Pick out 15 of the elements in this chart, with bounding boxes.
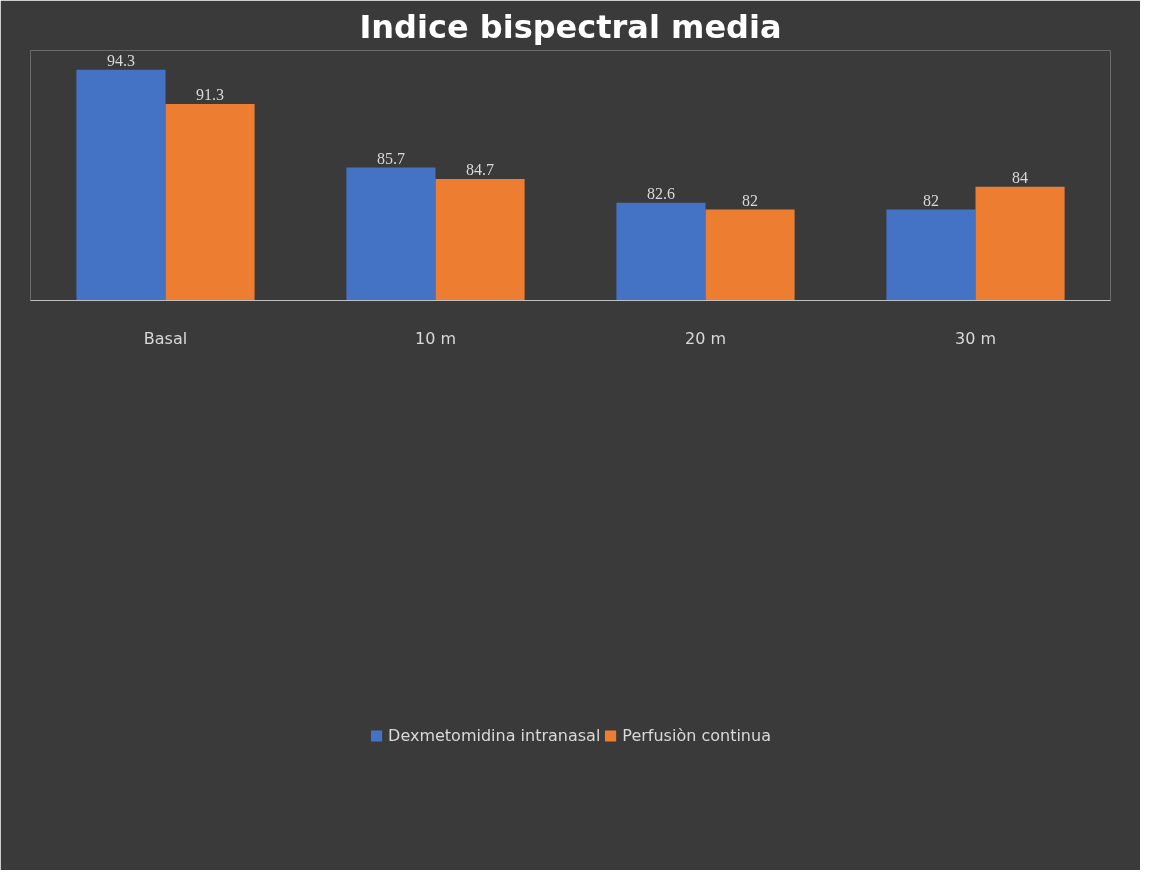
x-tick-label: 10 m (414, 328, 457, 348)
chart-title: Indice bispectral media (359, 7, 782, 46)
data-label: 85.7 (376, 149, 405, 167)
data-label: 84.7 (466, 160, 495, 178)
data-label: 84 (1012, 168, 1029, 186)
legend-label: Dexmetomidina intranasal (388, 725, 601, 745)
x-tick-label: 30 m (954, 328, 997, 348)
x-tick-label: 20 m (684, 328, 727, 348)
data-label: 82.6 (646, 184, 675, 202)
data-label: 91.3 (196, 85, 225, 103)
data-label: 94.3 (106, 51, 135, 69)
legend-label: Perfusiòn continua (622, 725, 771, 745)
x-tick-label: Basal (143, 328, 188, 348)
data-label: 82 (742, 191, 759, 209)
data-label: 82 (922, 191, 939, 209)
